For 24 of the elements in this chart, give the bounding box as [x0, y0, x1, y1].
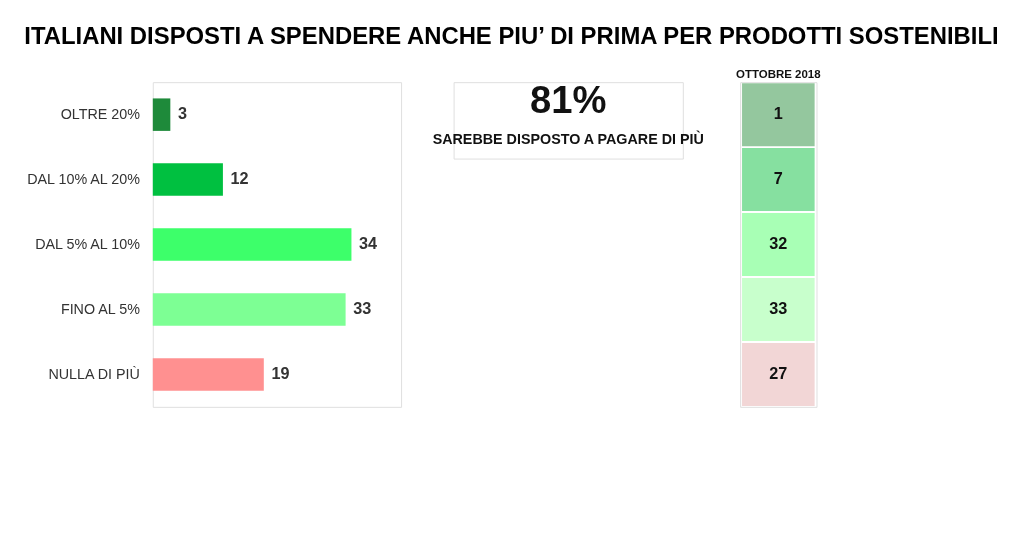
y-tick-label: DAL 5% AL 10%: [35, 236, 141, 253]
bar: [152, 228, 352, 261]
data-label: 33: [769, 299, 788, 318]
text: SAREBBE DISPOSTO A PAGARE DI PIÙ: [432, 130, 704, 148]
y-tick-label: NULLA DI PIÙ: [48, 366, 140, 383]
y-tick-label: DAL 10% AL 20%: [27, 171, 141, 188]
x-tick-label: OTTOBRE 2018: [736, 67, 822, 80]
bar: [152, 163, 223, 196]
bar: [152, 358, 264, 391]
bar: [152, 293, 346, 326]
data-label: 1: [773, 104, 783, 123]
text: 81%: [530, 77, 607, 121]
data-label: 27: [769, 364, 788, 383]
data-label: 12: [230, 169, 249, 188]
data-label: 7: [773, 169, 783, 188]
data-label: 33: [353, 299, 372, 318]
y-tick-label: OLTRE 20%: [60, 106, 141, 123]
text: ITALIANI DISPOSTI A SPENDERE ANCHE PIU’ DI PRIMA PER PRODOTTI SOSTENIBILI: [24, 21, 999, 49]
data-label: 32: [769, 234, 788, 253]
data-label: 34: [359, 234, 378, 253]
data-label: 19: [271, 364, 290, 383]
y-tick-label: FINO AL 5%: [60, 301, 141, 318]
data-label: 3: [177, 104, 187, 123]
bar: [152, 98, 171, 131]
